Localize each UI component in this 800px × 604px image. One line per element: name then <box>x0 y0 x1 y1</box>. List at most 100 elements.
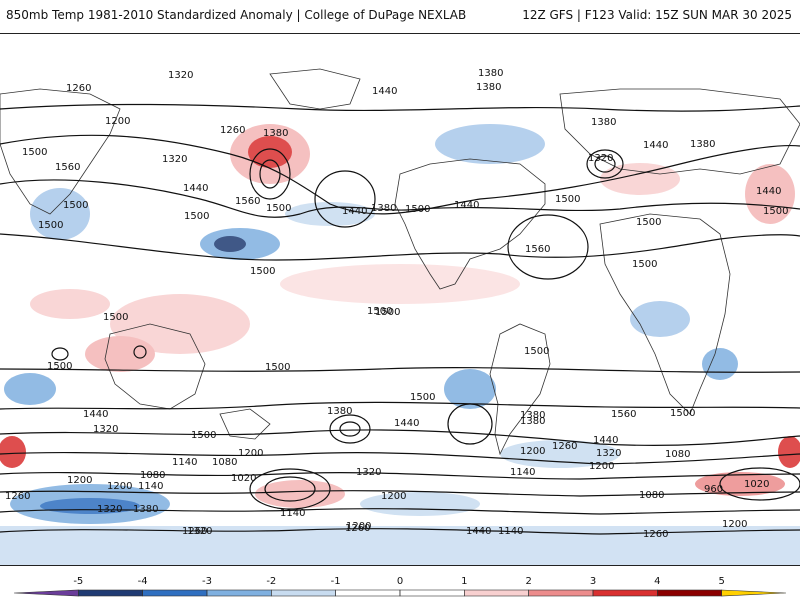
contour-label: 1140 <box>172 457 197 468</box>
colorbar-tick-label: -4 <box>138 576 148 587</box>
contour-label: 1380 <box>263 128 288 139</box>
contour-label: 1200 <box>238 448 263 459</box>
contour-label: 1380 <box>591 117 616 128</box>
colorbar-segment <box>13 589 79 597</box>
contour-label: 1560 <box>611 409 636 420</box>
contour-label: 1500 <box>670 408 695 419</box>
contour-label: 1500 <box>191 430 216 441</box>
contour-label: 1440 <box>454 200 479 211</box>
contour-label: 1260 <box>643 529 668 540</box>
contour-label: 1140 <box>510 467 535 478</box>
header: 850mb Temp 1981-2010 Standardized Anomal… <box>0 0 800 30</box>
contour-label: 1500 <box>47 361 72 372</box>
coastlines <box>0 68 800 456</box>
contour-label: 1260 <box>66 83 91 94</box>
contour-label: 1500 <box>763 206 788 217</box>
colorbar-tick-label: 0 <box>397 576 403 587</box>
contour-label: 1020 <box>744 479 769 490</box>
map-panel[interactable]: 1320 1380 1260 1200 1440 1380 1260 1380 … <box>0 33 800 566</box>
contour-label: 1500 <box>38 220 63 231</box>
contour-label: 1440 <box>342 206 367 217</box>
contour-label: 1020 <box>231 473 256 484</box>
contour-label: 1500 <box>63 200 88 211</box>
colorbar-tick-label: 5 <box>718 576 724 587</box>
contour-label: 1440 <box>466 526 491 537</box>
contour-label: 1080 <box>639 490 664 501</box>
run-info: 12Z GFS | F123 Valid: 15Z SUN MAR 30 202… <box>522 8 792 22</box>
contour-label: 1440 <box>593 435 618 446</box>
contour-label: 1320 <box>162 154 187 165</box>
contour-label: 1140 <box>498 526 523 537</box>
contour-label: 1380 <box>133 504 158 515</box>
contour-label: 1260 <box>182 526 207 537</box>
contour-label: 1200 <box>520 446 545 457</box>
contour-label: 960 <box>704 484 723 495</box>
contour-label: 1380 <box>690 139 715 150</box>
contour-label: 1200 <box>67 475 92 486</box>
contour-label: 1140 <box>280 508 305 519</box>
colorbar-segment <box>464 589 529 597</box>
contour-label: 1320 <box>93 424 118 435</box>
contour-label: 1200 <box>722 519 747 530</box>
colorbar-tick-label: 3 <box>590 576 596 587</box>
colorbar-segment <box>592 589 658 597</box>
colorbar-segment <box>142 589 208 597</box>
contour-label: 1440 <box>372 86 397 97</box>
contour-label: 1200 <box>105 116 130 127</box>
colorbar-segment <box>528 589 594 597</box>
contour-label: 1380 <box>478 68 503 79</box>
contour-label: 1260 <box>345 523 370 534</box>
contour-label: 1500 <box>184 211 209 222</box>
contour-label: 1320 <box>187 526 212 537</box>
contour-label: 1200 <box>107 481 132 492</box>
contour-label: 1560 <box>525 244 550 255</box>
contour-label: 1080 <box>212 457 237 468</box>
colorbar-segment <box>399 589 465 597</box>
contour-label: 1320 <box>356 467 381 478</box>
contour-label: 1380 <box>371 203 396 214</box>
contour-label: 1380 <box>520 410 545 421</box>
contour-label: 1500 <box>22 147 47 158</box>
contour-label: 1500 <box>266 203 291 214</box>
contour-label: 1500 <box>524 346 549 357</box>
height-contours <box>0 103 800 535</box>
colorbar-segment <box>271 589 336 597</box>
colorbar-svg: -5 -4 -3 -2 -1 0 1 2 3 4 5 <box>13 576 787 597</box>
colorbar-tick-label: 4 <box>654 576 660 587</box>
colorbar-segment <box>657 589 722 597</box>
colorbar-segment <box>206 589 272 597</box>
contour-label: 1560 <box>235 196 260 207</box>
colorbar-segment <box>721 589 787 597</box>
contour-label: 1140 <box>138 481 163 492</box>
contour-label: 1320 <box>588 153 613 164</box>
contour-label: 1440 <box>183 183 208 194</box>
contour-label: 1500 <box>375 307 400 318</box>
contour-label: 1260 <box>220 125 245 136</box>
contour-label: 1320 <box>596 448 621 459</box>
contour-label: 1380 <box>327 406 352 417</box>
contour-label: 1440 <box>83 409 108 420</box>
contour-label: 1200 <box>346 521 371 532</box>
contour-label: 1260 <box>5 491 30 502</box>
contour-label: 1500 <box>103 312 128 323</box>
colorbar-tick-label: -1 <box>331 576 341 587</box>
map-title: 850mb Temp 1981-2010 Standardized Anomal… <box>6 8 467 22</box>
contour-label: 1080 <box>665 449 690 460</box>
contour-label: 1440 <box>394 418 419 429</box>
contour-label: 1500 <box>555 194 580 205</box>
contour-label: 1500 <box>405 204 430 215</box>
contour-label: 1200 <box>589 461 614 472</box>
contour-label: 1500 <box>265 362 290 373</box>
contour-label: 1200 <box>381 491 406 502</box>
contour-label: 1380 <box>476 82 501 93</box>
contour-label: 1500 <box>632 259 657 270</box>
contour-label: 1380 <box>520 416 545 427</box>
anomaly-map: 1320 1380 1260 1200 1440 1380 1260 1380 … <box>0 34 800 565</box>
colorbar-tick-label: -5 <box>73 576 83 587</box>
colorbar-segment <box>78 589 143 597</box>
contour-label: 1500 <box>250 266 275 277</box>
colorbar-segment <box>335 589 401 597</box>
contour-label-group: 1320 1380 1260 1200 1440 1380 1260 1380 … <box>5 68 788 540</box>
contour-label: 1260 <box>552 441 577 452</box>
contour-label: 1500 <box>367 306 392 317</box>
